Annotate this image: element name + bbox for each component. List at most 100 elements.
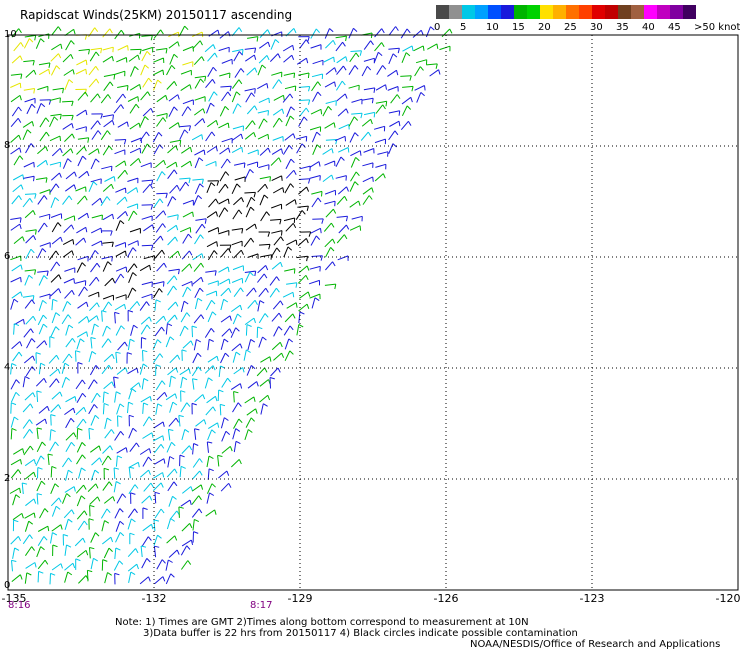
wind-barb [283,325,291,336]
wind-barb-flag [305,238,309,244]
wind-barb-flag [19,223,22,230]
wind-barb [231,183,238,195]
wind-barb [218,230,230,235]
wind-barb-flag [20,277,22,283]
wind-barb-flag [171,441,176,447]
wind-barb [219,147,229,155]
wind-barb [101,520,105,532]
wind-barb-flag [224,207,229,212]
wind-barb [101,165,113,170]
wind-barb [117,121,128,128]
wind-barb-flag [113,176,116,182]
wind-barb-flag [146,50,151,56]
wind-barb [142,46,153,52]
wind-barb [127,177,139,182]
wind-barb [152,482,162,491]
wind-barb-flag [216,180,220,186]
wind-barb-flag [210,327,215,333]
wind-barb [37,146,47,155]
wind-barb-flag [71,133,75,139]
wind-barb [219,171,226,182]
wind-barb [88,428,91,440]
wind-barb-flag [18,351,23,357]
wind-barb [273,326,280,337]
wind-barb [89,276,97,287]
wind-barb-flag [86,331,89,337]
legend-swatch [579,5,592,19]
wind-barb-flag [333,122,336,128]
wind-barb [10,536,19,545]
wind-barb-flag [259,300,265,304]
wind-barb-flag [203,419,207,425]
wind-barb [116,57,127,63]
wind-barb-flag [115,481,121,485]
wind-barb [230,383,241,391]
wind-barb [218,470,228,479]
footer-credit: NOAA/NESDIS/Office of Research and Appli… [470,639,721,650]
wind-barb [37,195,45,205]
wind-barb [233,162,246,166]
wind-barb-flag [201,178,204,185]
wind-barb-flag [263,194,269,199]
wind-barb [205,300,213,311]
wind-barb-flag [43,536,48,541]
wind-barb [168,106,175,117]
wind-barb-flag [237,313,242,318]
wind-barb-flag [173,106,178,111]
wind-barb-flag [131,518,136,523]
wind-barb-flag [19,217,22,223]
wind-barb [75,126,87,131]
wind-barb [193,56,203,66]
wind-barb-flag [180,390,186,393]
wind-barb-flag [292,45,295,51]
wind-barb-flag [226,470,230,476]
wind-barb-flag [47,526,50,532]
wind-barb-flag [94,27,99,33]
wind-barb-flag [159,144,164,149]
wind-barb [429,69,439,77]
wind-barb [128,428,134,439]
wind-barb-flag [265,265,269,271]
wind-barb [142,416,150,427]
wind-barb-flag [177,354,181,360]
wind-barb-flag [281,148,284,154]
wind-barb-flag [198,508,203,514]
wind-barb [350,150,361,157]
wind-barb-flag [200,314,205,320]
wind-barb-flag [294,199,297,205]
wind-barb [439,45,451,51]
wind-barb [76,59,87,66]
wind-barb [244,132,255,140]
wind-barb [140,324,148,335]
wind-barb-flag [83,520,88,526]
wind-barb [78,286,85,297]
wind-barb [10,94,21,103]
wind-barb-flag [87,569,93,573]
wind-barb [50,53,59,62]
wind-barb-flag [134,484,139,489]
wind-barb [25,366,33,377]
wind-barb [127,339,131,351]
wind-barb [182,61,194,66]
wind-barb-flag [333,57,335,63]
wind-barb-flag [186,545,191,550]
wind-barb-flag [162,421,165,427]
wind-barb [361,66,368,77]
wind-barb [129,122,140,130]
wind-barb [102,241,114,244]
wind-barb [37,222,45,233]
wind-barb [129,382,140,390]
wind-barb [116,403,121,415]
wind-barb-flag [179,454,185,458]
wind-barb-flag [59,172,62,178]
wind-barb-flag [123,139,127,145]
wind-barb-flag [83,510,88,516]
wind-barb [152,132,160,143]
wind-barb-flag [211,429,216,434]
wind-barb-flag [57,222,62,227]
wind-barb [206,102,212,114]
wind-barb-flag [373,87,376,93]
wind-barb [50,113,62,117]
wind-barb [284,338,290,350]
wind-barb [51,236,61,245]
